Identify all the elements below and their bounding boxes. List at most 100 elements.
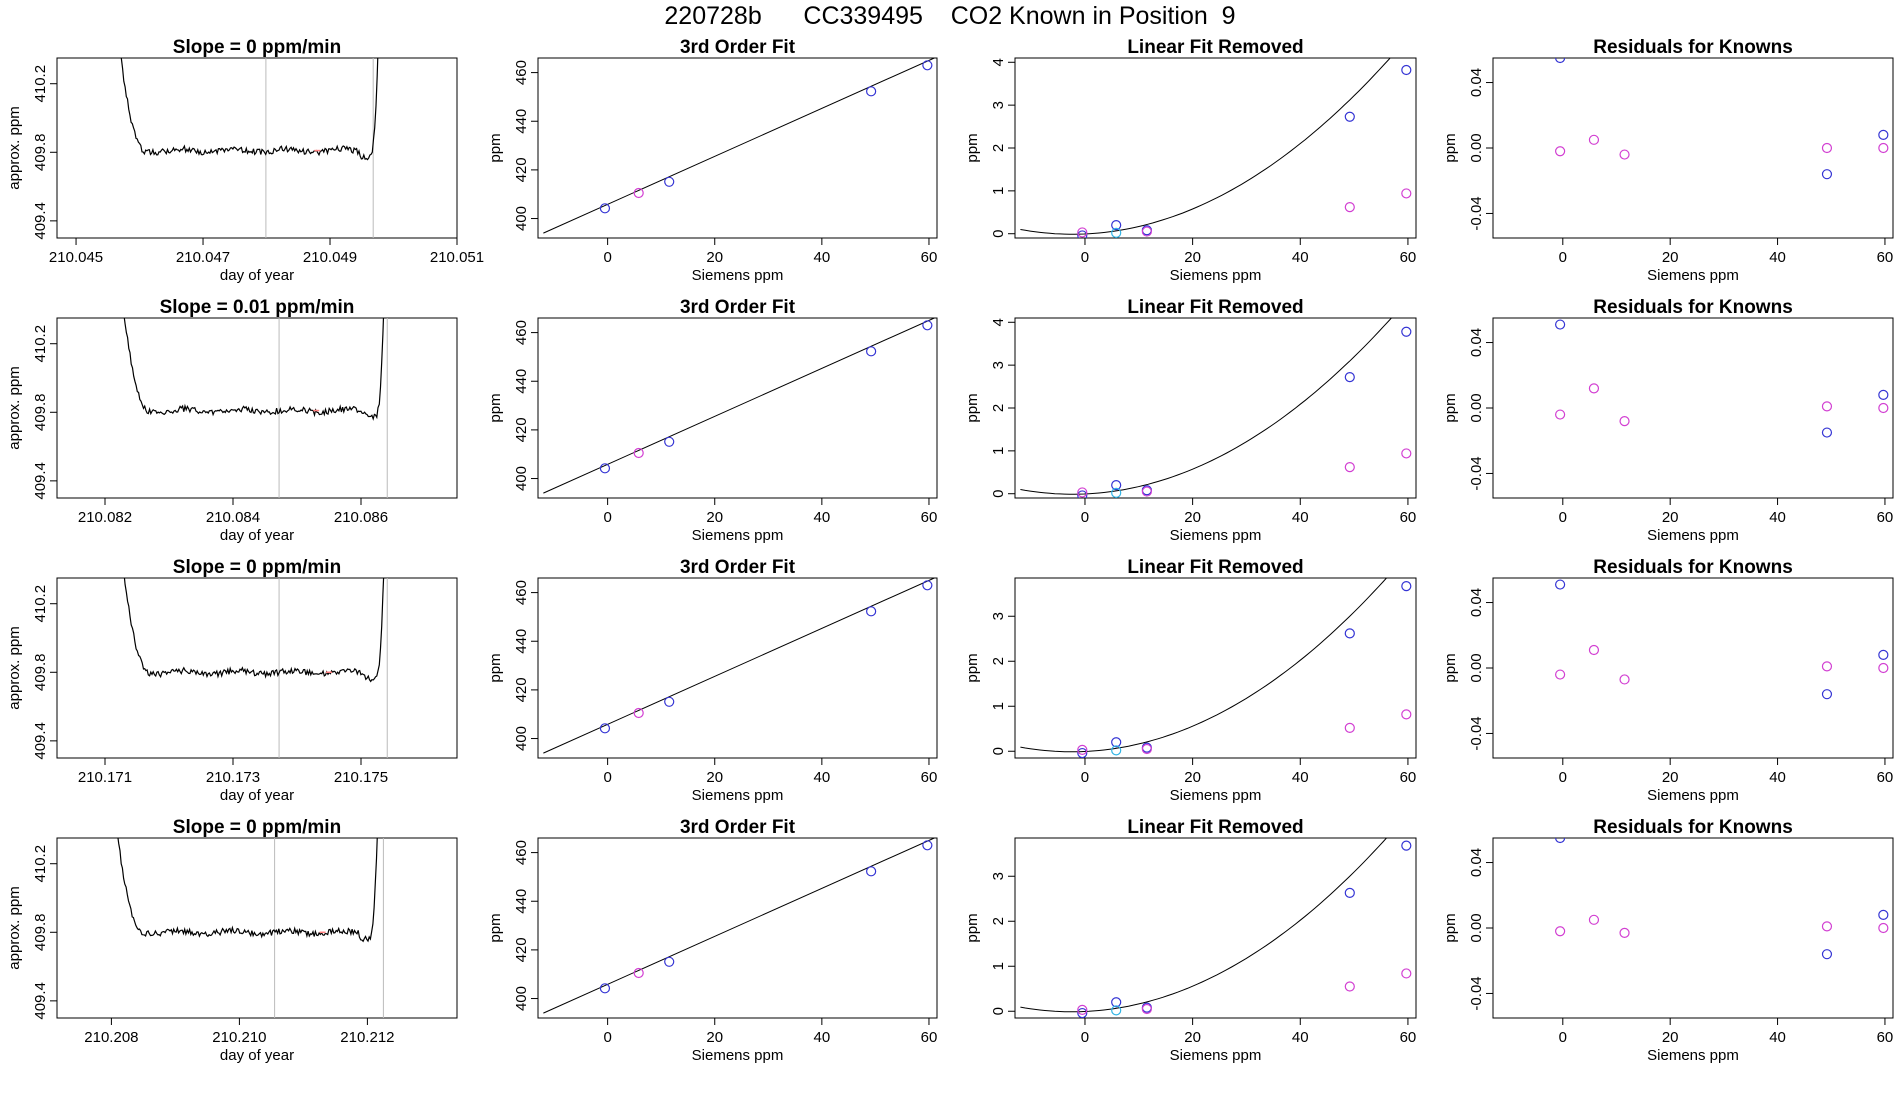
y-axis-label: ppm <box>964 393 981 422</box>
data-point <box>664 176 675 187</box>
x-axis-label: Siemens ppm <box>1647 787 1739 804</box>
data-point <box>1111 227 1122 238</box>
plot-frame <box>1492 57 1894 239</box>
y-tick-label: 2 <box>990 917 1007 925</box>
x-tick-label: 0 <box>1081 1029 1089 1046</box>
y-axis-label: ppm <box>1442 653 1459 682</box>
y-tick-label: 0.00 <box>1468 133 1485 162</box>
plot-frame <box>56 57 458 239</box>
y-axis-label: ppm <box>964 133 981 162</box>
plot-area <box>1555 58 1889 180</box>
y-tick-label: 400 <box>513 466 530 491</box>
panel-trace-r4c1: Slope = 0 ppm/min 210.208 210.210 210.212 da… <box>6 817 458 1064</box>
y-tick-label: 4 <box>990 58 1007 66</box>
y-tick-label: 460 <box>513 840 530 865</box>
data-point <box>1588 134 1600 145</box>
data-point <box>1111 745 1122 756</box>
y-tick-label: 0.00 <box>1468 393 1485 422</box>
data-point <box>1821 921 1833 932</box>
plot-area <box>1020 58 1412 238</box>
x-tick-label: 20 <box>1662 1029 1679 1046</box>
y-tick-label: 2 <box>990 144 1007 152</box>
plot-area <box>1555 579 1889 700</box>
data-point <box>1555 838 1566 844</box>
x-tick-label: 60 <box>921 769 938 786</box>
panel-title: Residuals for Knowns <box>1593 297 1793 318</box>
x-tick-label: 40 <box>1769 769 1786 786</box>
data-point <box>1077 747 1088 758</box>
y-axis-label: approx. ppm <box>6 886 23 969</box>
x-tick-label: 0 <box>603 1029 611 1046</box>
data-point <box>866 606 877 617</box>
x-axis-label: Siemens ppm <box>1170 527 1262 544</box>
data-point <box>1821 169 1833 180</box>
panel-scatter-r4c3: Linear Fit Removed 0 20 40 60 Siemens ppm 0 1 2 3… <box>964 817 1417 1064</box>
panel-title: Residuals for Knowns <box>1593 37 1793 58</box>
y-tick-label: 0 <box>990 747 1007 755</box>
x-tick-label: 60 <box>1877 1029 1894 1046</box>
data-point <box>1821 661 1833 672</box>
plot-area <box>123 578 388 758</box>
data-point <box>599 723 611 734</box>
y-tick-label: 410.2 <box>32 845 49 883</box>
panel-title: Linear Fit Removed <box>1127 37 1303 58</box>
plot-area <box>1020 578 1412 758</box>
data-point <box>633 967 644 979</box>
data-point <box>1878 922 1889 934</box>
fit-line <box>543 578 935 754</box>
plot-area <box>1020 838 1412 1018</box>
x-tick-label: 210.051 <box>430 249 484 266</box>
data-point <box>664 696 675 707</box>
panel-trace-r3c1: Slope = 0 ppm/min 210.171 210.173 210.175 da… <box>6 557 458 804</box>
panel-scatter-r3c3: Linear Fit Removed 0 20 40 60 Siemens ppm 0 1 2 3… <box>964 557 1417 804</box>
x-tick-label: 20 <box>1184 249 1201 266</box>
panel-scatter-r3c4: Residuals for Knowns 0 20 40 60 Siemens ppm -0… <box>1442 557 1894 804</box>
y-axis-label: approx. ppm <box>6 626 23 709</box>
data-point <box>922 320 933 331</box>
x-axis-label: day of year <box>220 787 294 804</box>
data-point <box>1111 737 1122 748</box>
x-tick-label: 40 <box>814 769 831 786</box>
y-tick-label: 3 <box>990 872 1007 880</box>
data-point <box>1141 486 1152 497</box>
data-point <box>1588 383 1600 394</box>
data-point <box>1555 319 1566 330</box>
panel-title: Residuals for Knowns <box>1593 817 1793 838</box>
panel-title: 3rd Order Fit <box>680 297 796 318</box>
fit-line <box>543 318 935 494</box>
x-tick-label: 40 <box>1769 509 1786 526</box>
fit-curve <box>1020 578 1388 753</box>
x-tick-label: 0 <box>1559 249 1567 266</box>
x-tick-label: 20 <box>1662 509 1679 526</box>
y-tick-label: 1 <box>990 962 1007 970</box>
data-point <box>1555 409 1566 420</box>
data-point <box>1401 968 1412 979</box>
panel-title: 3rd Order Fit <box>680 817 796 838</box>
y-tick-label: -0.04 <box>1468 456 1485 490</box>
y-tick-label: 410.2 <box>32 65 49 103</box>
concentration-trace <box>117 838 378 943</box>
data-point <box>1344 981 1355 992</box>
data-point <box>866 346 877 357</box>
panel-title: Residuals for Knowns <box>1593 557 1793 578</box>
data-point <box>1821 401 1833 412</box>
data-point <box>1141 226 1152 237</box>
plot-frame <box>1492 837 1894 1019</box>
x-tick-label: 40 <box>814 1029 831 1046</box>
y-tick-label: 0 <box>990 230 1007 238</box>
panel-scatter-r1c3: Linear Fit Removed 0 20 40 60 Siemens ppm 0 1 2 3… <box>964 37 1417 284</box>
x-axis-label: Siemens ppm <box>692 527 784 544</box>
data-point <box>922 840 933 851</box>
y-tick-label: 440 <box>513 109 530 134</box>
x-tick-label: 0 <box>1559 509 1567 526</box>
data-point <box>1401 709 1412 720</box>
x-axis-label: day of year <box>220 267 294 284</box>
plot-frame <box>1014 837 1417 1019</box>
x-tick-label: 60 <box>921 249 938 266</box>
plot-area <box>1555 319 1889 438</box>
y-tick-label: 400 <box>513 986 530 1011</box>
y-tick-label: 0 <box>990 1007 1007 1015</box>
y-tick-label: 409.8 <box>32 134 49 172</box>
y-tick-label: 0.04 <box>1468 848 1485 877</box>
